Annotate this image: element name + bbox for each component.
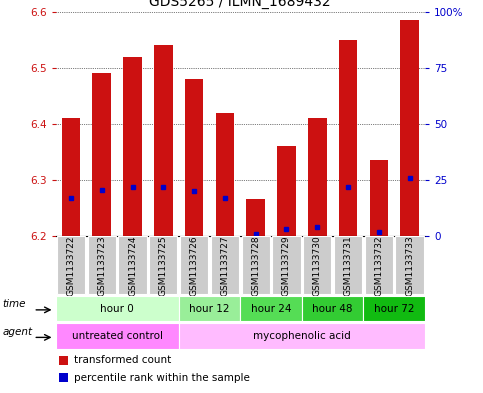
- Bar: [246, 199, 265, 236]
- Bar: [400, 20, 419, 236]
- Bar: [59, 356, 69, 365]
- FancyBboxPatch shape: [302, 296, 364, 321]
- Text: GSM1133729: GSM1133729: [282, 235, 291, 296]
- Text: GSM1133724: GSM1133724: [128, 235, 137, 296]
- Bar: [308, 118, 327, 236]
- Bar: [215, 113, 234, 236]
- Bar: [62, 118, 80, 236]
- FancyBboxPatch shape: [365, 236, 393, 294]
- FancyBboxPatch shape: [242, 236, 270, 294]
- FancyBboxPatch shape: [180, 236, 208, 294]
- Bar: [59, 373, 69, 382]
- Text: agent: agent: [3, 327, 33, 337]
- FancyBboxPatch shape: [149, 236, 177, 294]
- Bar: [277, 146, 296, 236]
- Text: GSM1133731: GSM1133731: [343, 235, 353, 296]
- FancyBboxPatch shape: [57, 236, 85, 294]
- Text: GSM1133725: GSM1133725: [159, 235, 168, 296]
- FancyBboxPatch shape: [179, 323, 425, 349]
- FancyBboxPatch shape: [87, 236, 116, 294]
- Text: transformed count: transformed count: [74, 355, 171, 365]
- Text: GSM1133723: GSM1133723: [97, 235, 106, 296]
- FancyBboxPatch shape: [240, 296, 302, 321]
- FancyBboxPatch shape: [334, 236, 362, 294]
- Text: hour 48: hour 48: [313, 303, 353, 314]
- Text: GSM1133728: GSM1133728: [251, 235, 260, 296]
- Text: GSM1133733: GSM1133733: [405, 235, 414, 296]
- FancyBboxPatch shape: [211, 236, 239, 294]
- Text: GSM1133730: GSM1133730: [313, 235, 322, 296]
- Text: hour 0: hour 0: [100, 303, 134, 314]
- Bar: [123, 57, 142, 236]
- Bar: [185, 79, 203, 236]
- Bar: [92, 73, 111, 236]
- Bar: [154, 46, 172, 236]
- Text: hour 12: hour 12: [189, 303, 230, 314]
- FancyBboxPatch shape: [396, 236, 424, 294]
- FancyBboxPatch shape: [179, 296, 240, 321]
- Text: untreated control: untreated control: [71, 331, 163, 341]
- Bar: [339, 40, 357, 236]
- FancyBboxPatch shape: [56, 296, 179, 321]
- Text: percentile rank within the sample: percentile rank within the sample: [74, 373, 250, 383]
- FancyBboxPatch shape: [303, 236, 331, 294]
- FancyBboxPatch shape: [364, 296, 425, 321]
- FancyBboxPatch shape: [272, 236, 300, 294]
- Text: mycophenolic acid: mycophenolic acid: [253, 331, 351, 341]
- Text: hour 72: hour 72: [374, 303, 414, 314]
- Text: time: time: [3, 299, 26, 309]
- Title: GDS5265 / ILMN_1689432: GDS5265 / ILMN_1689432: [149, 0, 331, 9]
- Text: GSM1133732: GSM1133732: [374, 235, 384, 296]
- Text: GSM1133722: GSM1133722: [67, 235, 75, 296]
- FancyBboxPatch shape: [56, 323, 179, 349]
- FancyBboxPatch shape: [118, 236, 147, 294]
- Text: hour 24: hour 24: [251, 303, 291, 314]
- Text: GSM1133726: GSM1133726: [190, 235, 199, 296]
- Text: GSM1133727: GSM1133727: [220, 235, 229, 296]
- Bar: [369, 160, 388, 236]
